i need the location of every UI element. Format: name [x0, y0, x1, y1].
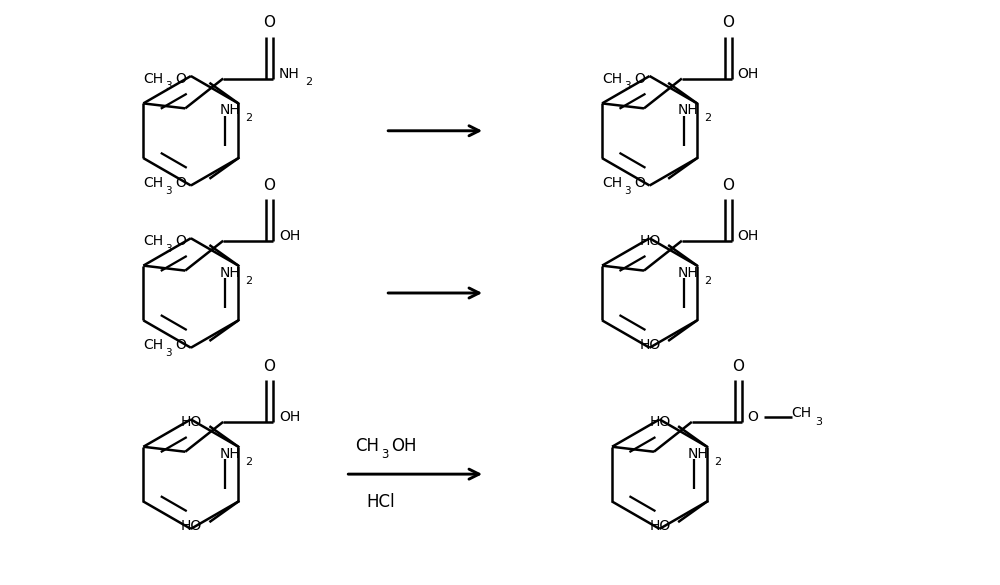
Text: CH: CH: [144, 234, 164, 247]
Text: NH: NH: [688, 447, 709, 461]
Text: HO: HO: [649, 519, 670, 534]
Text: HO: HO: [181, 519, 202, 534]
Text: 3: 3: [165, 81, 172, 91]
Text: HCl: HCl: [366, 493, 395, 511]
Text: O: O: [263, 359, 275, 374]
Text: 2: 2: [245, 113, 252, 123]
Text: OH: OH: [738, 67, 759, 81]
Text: 2: 2: [714, 457, 721, 467]
Text: O: O: [176, 234, 186, 247]
Text: NH: NH: [219, 104, 240, 118]
Text: O: O: [634, 71, 645, 85]
Text: CH: CH: [602, 71, 622, 85]
Text: 3: 3: [624, 186, 630, 196]
Text: 3: 3: [165, 186, 172, 196]
Text: O: O: [176, 338, 186, 352]
Text: NH: NH: [678, 104, 699, 118]
Text: O: O: [722, 15, 734, 30]
Text: 3: 3: [815, 417, 822, 427]
Text: HO: HO: [639, 234, 660, 247]
Text: NH: NH: [219, 447, 240, 461]
Text: O: O: [263, 15, 275, 30]
Text: O: O: [263, 177, 275, 192]
Text: 2: 2: [245, 457, 252, 467]
Text: NH: NH: [219, 266, 240, 280]
Text: NH: NH: [279, 67, 300, 81]
Text: O: O: [176, 176, 186, 190]
Text: CH: CH: [792, 406, 812, 420]
Text: OH: OH: [391, 437, 417, 455]
Text: 3: 3: [165, 348, 172, 358]
Text: O: O: [176, 71, 186, 85]
Text: HO: HO: [181, 415, 202, 429]
Text: CH: CH: [144, 71, 164, 85]
Text: 2: 2: [704, 276, 711, 285]
Text: O: O: [634, 176, 645, 190]
Text: O: O: [722, 177, 734, 192]
Text: 2: 2: [305, 77, 312, 87]
Text: HO: HO: [639, 338, 660, 352]
Text: O: O: [748, 410, 759, 424]
Text: 2: 2: [704, 113, 711, 123]
Text: CH: CH: [355, 437, 379, 455]
Text: OH: OH: [738, 229, 759, 243]
Text: CH: CH: [144, 338, 164, 352]
Text: O: O: [732, 359, 744, 374]
Text: 3: 3: [381, 448, 388, 461]
Text: NH: NH: [678, 266, 699, 280]
Text: 2: 2: [245, 276, 252, 285]
Text: OH: OH: [279, 410, 300, 424]
Text: HO: HO: [649, 415, 670, 429]
Text: 3: 3: [624, 81, 630, 91]
Text: 3: 3: [165, 244, 172, 254]
Text: CH: CH: [144, 176, 164, 190]
Text: OH: OH: [279, 229, 300, 243]
Text: CH: CH: [602, 176, 622, 190]
